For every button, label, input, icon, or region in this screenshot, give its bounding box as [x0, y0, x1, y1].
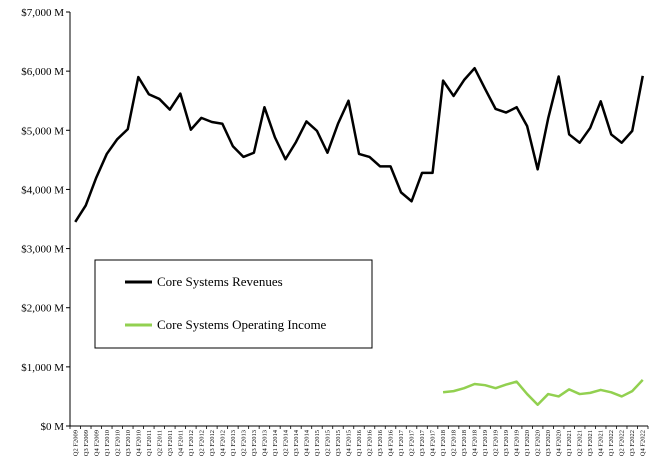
series-lines [74, 66, 644, 406]
x-tick-label: Q1 F2012 [188, 430, 195, 456]
x-tick-label: Q2 F2017 [409, 429, 416, 456]
x-tick-label: Q1 F2017 [398, 429, 405, 456]
x-tick-label: Q4 F2018 [472, 430, 479, 456]
y-tick-label: $2,000 M [21, 303, 64, 315]
x-tick-label: Q3 F2015 [335, 430, 342, 456]
x-tick-label: Q2 F2014 [282, 429, 289, 456]
x-tick-label: Q4 F2020 [556, 430, 563, 456]
x-tick-label: Q2 F2013 [240, 430, 247, 456]
x-tick-label: Q1 F2010 [104, 430, 111, 456]
x-tick-label: Q3 F2021 [587, 430, 594, 456]
x-tick-label: Q2 F2019 [493, 430, 500, 456]
axes [69, 12, 648, 427]
y-tick-label: $6,000 M [21, 66, 64, 78]
x-tick-label: Q1 F2011 [146, 430, 153, 456]
x-tick-label: Q1 F2020 [524, 430, 531, 456]
x-tick-label: Q4 F2014 [303, 429, 310, 456]
x-tick-label: Q2 F2022 [619, 430, 626, 456]
x-tick-label: Q2 F2020 [535, 430, 542, 456]
x-tick-label: Q3 F2009 [83, 430, 90, 456]
x-tick-label: Q3 F2010 [125, 430, 132, 456]
y-tick-label: $3,000 M [21, 244, 64, 256]
y-tick-label: $0 M [40, 421, 64, 433]
x-tick-label: Q4 F2021 [598, 430, 605, 456]
x-tick-label: Q4 F2017 [430, 429, 437, 456]
legend: Core Systems Revenues Core Systems Opera… [94, 259, 373, 349]
x-tick-label: Q3 F2013 [251, 430, 258, 456]
x-tick-label: Q3 F2011 [167, 430, 174, 456]
y-tick-label: $1,000 M [21, 362, 64, 374]
x-tick-label: Q1 F2013 [230, 430, 237, 456]
x-tick-label: Q3 F2018 [461, 430, 468, 456]
x-tick-label: Q1 F2015 [314, 430, 321, 456]
x-tick-label: Q4 F2016 [388, 429, 395, 456]
x-tick-label: Q1 F2019 [482, 430, 489, 456]
x-tick-label: Q2 F2021 [577, 430, 584, 456]
x-tick-label: Q4 F2022 [640, 430, 647, 456]
x-tick-label: Q2 F2011 [156, 430, 163, 456]
x-tick-label: Q2 F2016 [367, 429, 374, 456]
series-line-operating-income [442, 379, 644, 406]
x-tick-label: Q3 F2016 [377, 429, 384, 456]
y-tick-label: $4,000 M [21, 184, 64, 196]
x-axis-ticks: Q2 F2009 Q3 F2009 Q4 F2009 Q1 F2010 Q2 F2010… [69, 426, 649, 456]
x-tick-label: Q4 F2011 [177, 430, 184, 456]
x-tick-label: Q4 F2010 [135, 430, 142, 456]
x-tick-label: Q4 F2015 [345, 430, 352, 456]
x-tick-label: Q4 F2013 [261, 430, 268, 456]
x-tick-label: Q3 F2019 [503, 430, 510, 456]
x-tick-label: Q2 F2015 [324, 430, 331, 456]
x-tick-label: Q4 F2009 [93, 430, 100, 456]
x-tick-label: Q1 F2014 [272, 429, 279, 456]
x-tick-label: Q2 F2018 [451, 430, 458, 456]
x-tick-label: Q4 F2012 [219, 430, 226, 456]
y-axis-ticks: $0 M $1,000 M $2,000 M $3,000 M $4,000 M $5,0… [21, 7, 70, 433]
x-tick-label: Q3 F2012 [209, 430, 216, 456]
y-tick-label: $7,000 M [21, 7, 64, 19]
x-tick-label: Q3 F2017 [419, 429, 426, 456]
legend-label-revenues: Core Systems Revenues [157, 274, 283, 289]
x-tick-label: Q3 F2022 [629, 430, 636, 456]
x-tick-label: Q3 F2014 [293, 429, 300, 456]
x-tick-label: Q1 F2021 [566, 430, 573, 456]
x-tick-label: Q2 F2010 [114, 430, 121, 456]
x-tick-label: Q4 F2019 [514, 430, 521, 456]
y-tick-label: $5,000 M [21, 125, 64, 137]
x-tick-label: Q1 F2018 [440, 430, 447, 456]
legend-label-operating-income: Core Systems Operating Income [157, 317, 327, 332]
x-tick-label: Q1 F2016 [356, 429, 363, 456]
x-tick-label: Q2 F2009 [72, 430, 79, 456]
x-tick-label: Q2 F2012 [198, 430, 205, 456]
legend-box [94, 259, 373, 349]
x-tick-label: Q1 F2022 [608, 430, 615, 456]
x-tick-label: Q3 F2020 [545, 430, 552, 456]
series-line-revenues [74, 66, 644, 223]
